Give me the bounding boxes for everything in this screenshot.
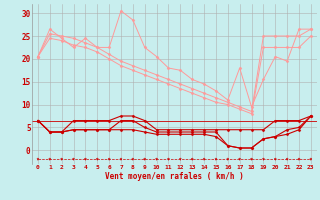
X-axis label: Vent moyen/en rafales ( km/h ): Vent moyen/en rafales ( km/h ) [105,172,244,181]
